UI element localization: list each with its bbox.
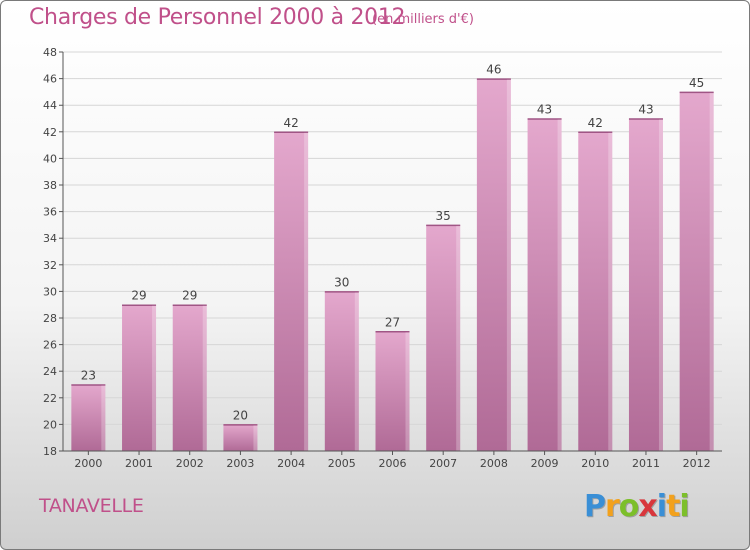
bar-highlight bbox=[557, 119, 562, 451]
data-label: 27 bbox=[385, 315, 400, 329]
bar bbox=[578, 131, 613, 452]
bar-highlight bbox=[304, 132, 309, 452]
x-tick-label: 2011 bbox=[632, 457, 660, 470]
y-tick-label: 30 bbox=[43, 285, 57, 298]
bar bbox=[71, 384, 106, 451]
bar bbox=[628, 118, 663, 451]
y-tick-label: 46 bbox=[43, 73, 57, 86]
y-tick-label: 26 bbox=[43, 339, 57, 352]
data-label: 20 bbox=[233, 408, 248, 422]
y-tick-label: 48 bbox=[43, 46, 57, 59]
x-tick-label: 2004 bbox=[277, 457, 305, 470]
bar-highlight bbox=[405, 332, 410, 451]
x-tick-label: 2003 bbox=[226, 457, 254, 470]
bar bbox=[223, 424, 258, 451]
bar bbox=[527, 118, 562, 451]
bar-highlight bbox=[152, 305, 157, 451]
y-tick-label: 18 bbox=[43, 445, 57, 458]
axis-layer: 18 20 22 24 26 28 30 32 34 36 38 40 42 44 46 48 2000 2001… bbox=[43, 46, 722, 470]
bar bbox=[122, 304, 157, 451]
y-tick-label: 44 bbox=[43, 99, 57, 112]
y-tick-label: 42 bbox=[43, 126, 57, 139]
bar-highlight bbox=[506, 79, 511, 451]
commune-name: TANAVELLE bbox=[39, 495, 144, 517]
chart-subtitle: (en milliers d'€) bbox=[372, 12, 474, 27]
bar-layer: 23 29 29 20 42 30 27 35 46 43 42 43 45 bbox=[71, 63, 714, 452]
data-label: 29 bbox=[131, 289, 146, 303]
y-tick-label: 40 bbox=[43, 152, 57, 165]
bar bbox=[324, 291, 359, 451]
x-tick-label: 2006 bbox=[379, 457, 407, 470]
chart-title: Charges de Personnel 2000 à 2012 bbox=[29, 5, 406, 30]
bar bbox=[172, 304, 207, 451]
x-tick-label: 2008 bbox=[480, 457, 508, 470]
data-label: 30 bbox=[334, 275, 349, 289]
bar bbox=[679, 91, 714, 452]
logo-letter: x bbox=[638, 489, 657, 524]
y-tick-label: 24 bbox=[43, 365, 57, 378]
logo-letter: i bbox=[656, 489, 667, 524]
x-tick-label: 2007 bbox=[429, 457, 457, 470]
x-tick-label: 2002 bbox=[176, 457, 204, 470]
x-tick-label: 2010 bbox=[581, 457, 609, 470]
logo-letter: o bbox=[618, 489, 640, 524]
bar-highlight bbox=[709, 92, 714, 452]
data-label: 29 bbox=[182, 289, 197, 303]
logo-letter: r bbox=[605, 489, 620, 524]
bar bbox=[375, 331, 410, 451]
data-label: 35 bbox=[436, 209, 451, 223]
logo-letter: t bbox=[666, 489, 680, 524]
y-tick-label: 22 bbox=[43, 392, 57, 405]
x-tick-label: 2009 bbox=[531, 457, 559, 470]
data-label: 45 bbox=[689, 76, 704, 90]
bar-highlight bbox=[456, 225, 461, 451]
logo-letter: P bbox=[584, 489, 606, 524]
bar-highlight bbox=[101, 385, 106, 451]
bar-highlight bbox=[202, 305, 207, 451]
x-tick-label: 2001 bbox=[125, 457, 153, 470]
logo-letter: i bbox=[679, 489, 689, 524]
y-tick-label: 28 bbox=[43, 312, 57, 325]
bar-highlight bbox=[354, 292, 359, 451]
bar bbox=[274, 131, 309, 452]
proxiti-logo: Proxiti bbox=[584, 489, 690, 524]
y-tick-label: 34 bbox=[43, 232, 57, 245]
data-label: 46 bbox=[486, 63, 501, 77]
data-label: 43 bbox=[537, 103, 552, 117]
bar-highlight bbox=[658, 119, 663, 451]
bar-highlight bbox=[253, 425, 258, 451]
data-label: 42 bbox=[283, 116, 298, 130]
data-label: 42 bbox=[588, 116, 603, 130]
data-label: 23 bbox=[81, 369, 96, 383]
x-tick-label: 2012 bbox=[683, 457, 711, 470]
y-tick-label: 38 bbox=[43, 179, 57, 192]
bar bbox=[476, 78, 511, 451]
y-tick-label: 36 bbox=[43, 206, 57, 219]
data-label: 43 bbox=[638, 103, 653, 117]
bar bbox=[426, 224, 461, 451]
x-tick-label: 2000 bbox=[74, 457, 102, 470]
bar-highlight bbox=[608, 132, 613, 452]
y-tick-label: 20 bbox=[43, 418, 57, 431]
y-tick-label: 32 bbox=[43, 259, 57, 272]
x-tick-label: 2005 bbox=[328, 457, 356, 470]
